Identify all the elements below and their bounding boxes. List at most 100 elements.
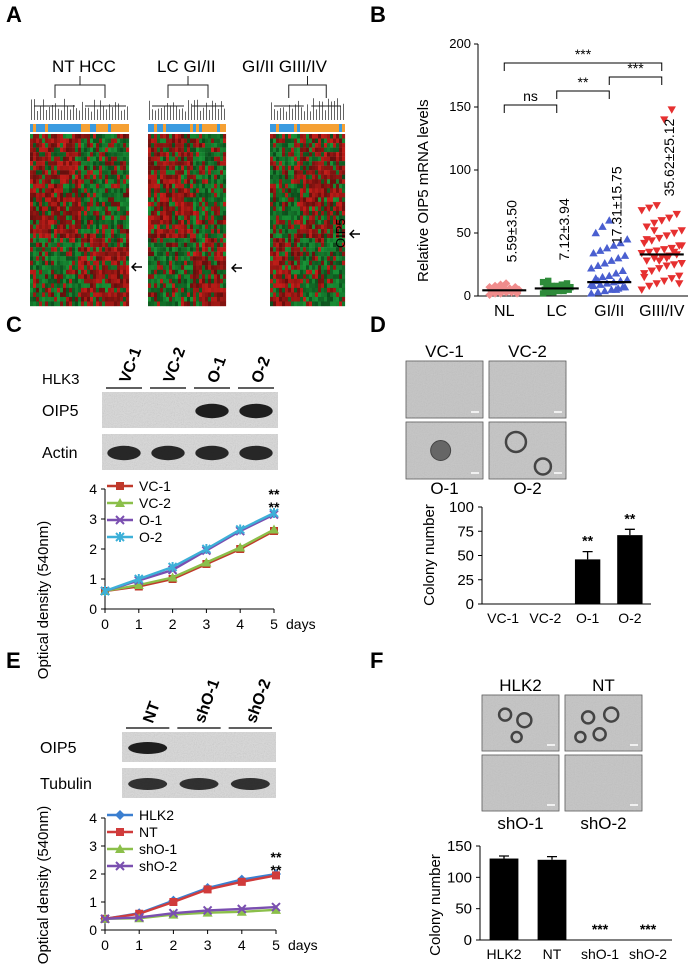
heatmap-cell <box>160 183 164 189</box>
heatmap-cell <box>199 215 203 221</box>
heatmap-cell <box>48 260 52 266</box>
y-tick-label: 1 <box>89 894 97 910</box>
heatmap-cell <box>193 265 197 270</box>
heatmap-cell <box>169 265 173 270</box>
heatmap-cell <box>90 201 94 207</box>
heatmap-cell <box>117 220 121 225</box>
heatmap-cell <box>111 247 115 252</box>
heatmap-cell <box>90 152 94 157</box>
heatmap-cell <box>184 143 188 148</box>
bar <box>489 858 519 940</box>
heatmap-cell <box>57 220 61 225</box>
sample-class-bar <box>154 124 157 132</box>
heatmap-cell <box>111 179 115 184</box>
heatmap-cell <box>160 152 164 157</box>
heatmap-cell <box>202 256 206 261</box>
heatmap-cell <box>184 224 188 230</box>
heatmap-cell <box>300 143 304 148</box>
heatmap-cell <box>312 179 316 184</box>
blot-band <box>179 778 219 790</box>
heatmap-cell <box>172 296 176 302</box>
heatmap-cell <box>57 152 61 157</box>
heatmap-cell <box>297 197 301 203</box>
heatmap-cell <box>279 274 283 280</box>
heatmap-cell <box>148 287 152 293</box>
heatmap-cell <box>300 156 304 162</box>
heatmap-cell <box>217 274 221 280</box>
heatmap-cell <box>291 179 295 184</box>
heatmap-cell <box>214 179 218 184</box>
heatmap-cell <box>120 138 124 144</box>
heatmap-cell <box>333 269 337 275</box>
heatmap-cell <box>120 220 124 225</box>
heatmap-cell <box>294 265 298 270</box>
heatmap-cell <box>54 296 58 302</box>
heatmap-cell <box>306 192 310 198</box>
heatmap-cell <box>327 220 331 225</box>
heatmap-cell <box>36 265 40 270</box>
heatmap-cell <box>312 287 316 293</box>
heatmap-cell <box>87 238 91 243</box>
heatmap-cell <box>172 179 176 184</box>
heatmap-cell <box>60 256 64 261</box>
heatmap-cell <box>187 161 191 166</box>
heatmap-cell <box>120 292 124 298</box>
heatmap-cell <box>69 147 73 153</box>
heatmap-cell <box>282 247 286 252</box>
heatmap-cell <box>126 224 130 230</box>
heatmap-cell <box>184 256 188 261</box>
heatmap-cell <box>205 229 209 234</box>
heatmap-cell <box>321 224 325 230</box>
data-point <box>647 267 656 275</box>
heatmap-cell <box>202 274 206 280</box>
heatmap-cell <box>306 233 310 239</box>
heatmap-cell <box>90 183 94 189</box>
heatmap-cell <box>327 197 331 203</box>
heatmap-cell <box>84 256 88 261</box>
heatmap-cell <box>57 138 61 144</box>
heatmap-cell <box>57 215 61 221</box>
heatmap-cell <box>342 179 346 184</box>
heatmap-cell <box>217 251 221 257</box>
heatmap-cell <box>276 283 280 289</box>
sample-class-bar <box>90 124 93 132</box>
sample-class-bar <box>160 124 163 132</box>
heatmap-cell <box>30 274 34 280</box>
heatmap-cell <box>303 274 307 280</box>
heatmap-cell <box>220 183 224 189</box>
heatmap-cell <box>273 274 277 280</box>
heatmap-cell <box>72 251 76 257</box>
heatmap-cell <box>96 220 100 225</box>
heatmap-cell <box>336 134 340 139</box>
heatmap-cell <box>270 192 274 198</box>
heatmap-cell <box>220 156 224 162</box>
heatmap-cell <box>321 220 325 225</box>
data-point <box>501 279 511 288</box>
heatmap-cell <box>66 134 70 139</box>
heatmap-cell <box>78 201 82 207</box>
heatmap-cell <box>324 251 328 257</box>
heatmap-cell <box>187 206 191 212</box>
heatmap-cell <box>75 188 79 194</box>
heatmap-cell <box>214 183 218 189</box>
x-tick-label: 5 <box>272 937 280 953</box>
y-tick-label: 0 <box>464 932 472 949</box>
heatmap-cell <box>282 179 286 184</box>
heatmap-cell <box>297 206 301 212</box>
heatmap-cell <box>51 256 55 261</box>
heatmap-cell <box>114 197 118 203</box>
heatmap-cell <box>187 256 191 261</box>
heatmap-cell <box>336 251 340 257</box>
heatmap-cell <box>169 170 173 175</box>
sample-class-bar <box>324 124 327 132</box>
heatmap-cell <box>211 192 215 198</box>
heatmap-cell <box>111 238 115 243</box>
mean-label: 35.62±25.12 <box>661 118 677 196</box>
heatmap-cell <box>187 156 191 162</box>
data-point <box>660 277 669 286</box>
heatmap-cell <box>279 278 283 284</box>
heatmap-cell <box>327 274 331 280</box>
data-point <box>593 288 603 296</box>
heatmap-cell <box>309 156 313 162</box>
heatmap-cell <box>99 206 103 212</box>
